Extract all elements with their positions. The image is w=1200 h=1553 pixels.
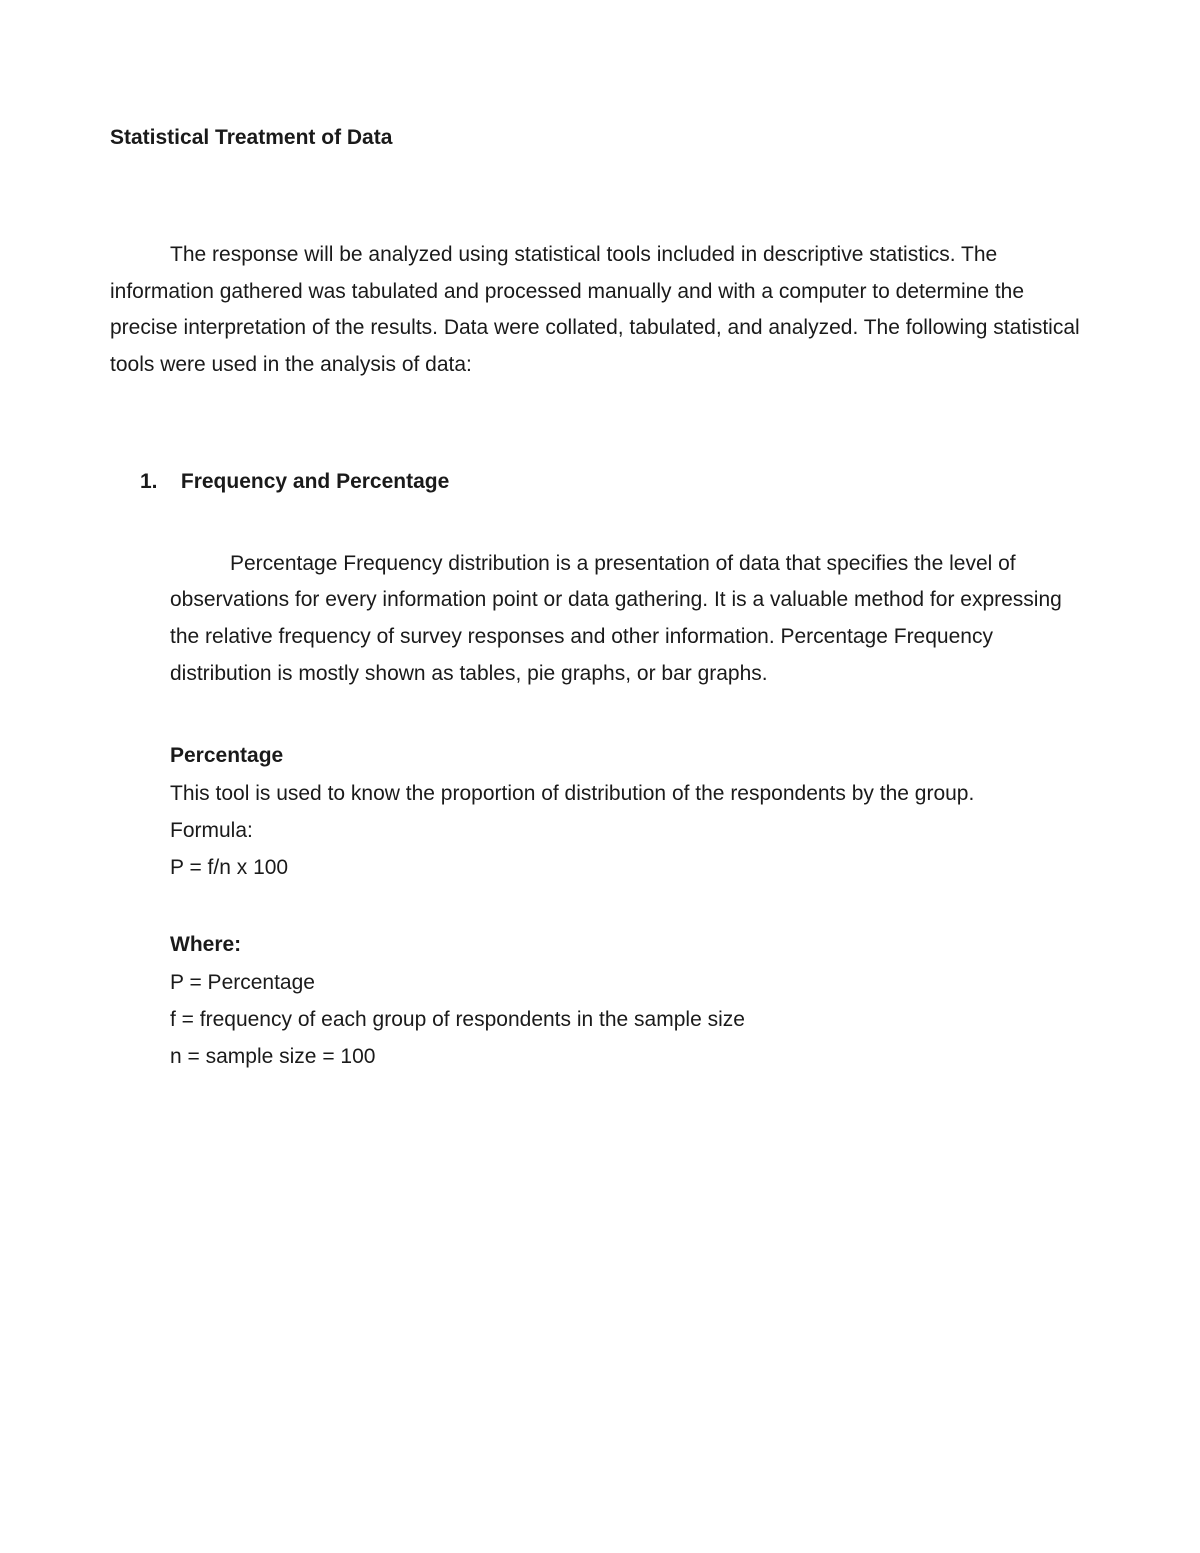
section-1-body: Percentage Frequency distribution is a p… (170, 546, 1090, 693)
percentage-label: Percentage (170, 738, 1090, 775)
section-1-heading-row: 1. Frequency and Percentage (110, 464, 1090, 501)
section-1-number: 1. (140, 470, 158, 493)
section-1-heading: Frequency and Percentage (181, 470, 449, 493)
percentage-block: Percentage This tool is used to know the… (170, 738, 1090, 887)
where-line-3: n = sample size = 100 (170, 1039, 1090, 1076)
percentage-desc: This tool is used to know the proportion… (170, 776, 1090, 813)
formula-text: P = f/n x 100 (170, 850, 1090, 887)
intro-paragraph: The response will be analyzed using stat… (110, 237, 1090, 384)
section-1-content: Percentage Frequency distribution is a p… (110, 546, 1090, 1076)
where-line-2: f = frequency of each group of responden… (170, 1002, 1090, 1039)
where-line-1: P = Percentage (170, 965, 1090, 1002)
where-label: Where: (170, 927, 1090, 964)
page-title: Statistical Treatment of Data (110, 120, 1090, 157)
formula-label: Formula: (170, 813, 1090, 850)
where-block: Where: P = Percentage f = frequency of e… (170, 927, 1090, 1076)
